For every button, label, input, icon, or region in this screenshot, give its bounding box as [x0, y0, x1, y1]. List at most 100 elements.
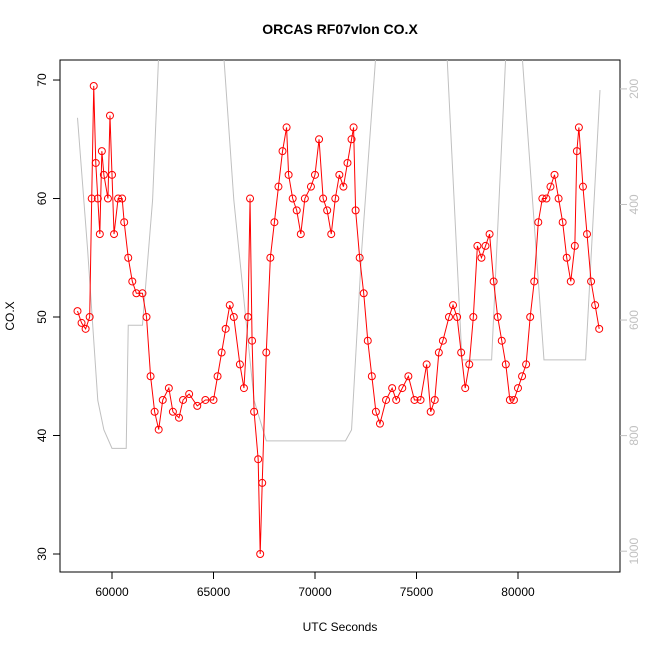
data-point	[246, 194, 255, 203]
data-point	[150, 407, 159, 416]
data-point	[477, 253, 486, 262]
plot-area	[73, 60, 604, 558]
data-point	[583, 230, 592, 239]
data-point	[410, 395, 419, 404]
chart-title: ORCAS RF07vlon CO.X	[262, 21, 418, 37]
data-point	[81, 324, 90, 333]
data-point	[319, 194, 328, 203]
data-point	[120, 218, 129, 227]
data-point	[485, 230, 494, 239]
data-point	[554, 194, 563, 203]
data-point	[335, 170, 344, 179]
data-point	[534, 218, 543, 227]
data-point	[174, 413, 183, 422]
data-point	[193, 401, 202, 410]
data-point	[371, 407, 380, 416]
x-axis-label: UTC Seconds	[303, 620, 378, 634]
data-point	[235, 360, 244, 369]
data-point	[578, 182, 587, 191]
data-point	[481, 241, 490, 250]
series-line	[76, 60, 601, 449]
data-point	[453, 313, 462, 322]
data-point	[493, 313, 502, 322]
x-tick-label: 65000	[197, 585, 231, 599]
y2-tick-label: 800	[627, 425, 641, 445]
y-axis-label: CO.X	[3, 301, 17, 330]
data-point	[327, 230, 336, 239]
data-point	[266, 253, 275, 262]
data-point	[392, 395, 401, 404]
data-point	[248, 336, 257, 345]
data-point	[229, 313, 238, 322]
data-point	[562, 253, 571, 262]
data-point	[444, 313, 453, 322]
data-point	[538, 194, 547, 203]
x-tick-label: 75000	[400, 585, 434, 599]
data-point	[164, 384, 173, 393]
data-point	[103, 194, 112, 203]
data-point	[97, 147, 106, 156]
data-point	[262, 348, 271, 357]
data-point	[128, 277, 137, 286]
data-point	[87, 194, 96, 203]
data-point	[158, 395, 167, 404]
data-point	[505, 395, 514, 404]
data-point	[146, 372, 155, 381]
data-point	[375, 419, 384, 428]
data-point	[91, 158, 100, 167]
data-point	[518, 372, 527, 381]
data-point	[572, 147, 581, 156]
y-tick-label: 60	[35, 192, 49, 206]
series-line	[77, 85, 600, 555]
data-point	[574, 123, 583, 132]
x-tick-label: 80000	[501, 585, 535, 599]
data-point	[331, 194, 340, 203]
data-point	[85, 313, 94, 322]
data-point	[288, 194, 297, 203]
data-point	[542, 194, 551, 203]
data-point	[315, 135, 324, 144]
data-point	[489, 277, 498, 286]
y-tick-label: 30	[35, 547, 49, 561]
data-point	[509, 395, 518, 404]
data-point	[501, 360, 510, 369]
data-point	[323, 206, 332, 215]
data-point	[426, 407, 435, 416]
y2-tick-label: 200	[627, 79, 641, 99]
data-point	[77, 318, 86, 327]
data-point	[359, 289, 368, 298]
y-tick-label: 40	[35, 429, 49, 443]
data-point	[306, 182, 315, 191]
data-point	[209, 395, 218, 404]
data-point	[351, 206, 360, 215]
data-point	[118, 194, 127, 203]
data-point	[292, 206, 301, 215]
data-point	[114, 194, 123, 203]
x-tick-label: 60000	[95, 585, 129, 599]
data-point	[179, 395, 188, 404]
data-point	[284, 170, 293, 179]
data-point	[254, 455, 263, 464]
data-point	[250, 407, 259, 416]
data-point	[300, 194, 309, 203]
data-point	[168, 407, 177, 416]
data-point	[132, 289, 141, 298]
data-point	[282, 123, 291, 132]
data-point	[438, 336, 447, 345]
data-point	[89, 81, 98, 90]
data-point	[244, 313, 253, 322]
y2-tick-label: 1000	[627, 538, 641, 565]
plot-box	[59, 59, 621, 573]
data-point	[93, 194, 102, 203]
data-point	[522, 360, 531, 369]
data-point	[591, 301, 600, 310]
data-point	[382, 395, 391, 404]
data-point	[221, 324, 230, 333]
data-point	[430, 395, 439, 404]
data-point	[388, 384, 397, 393]
data-point	[526, 313, 535, 322]
data-point	[461, 384, 470, 393]
data-point	[513, 384, 522, 393]
data-point	[550, 170, 559, 179]
